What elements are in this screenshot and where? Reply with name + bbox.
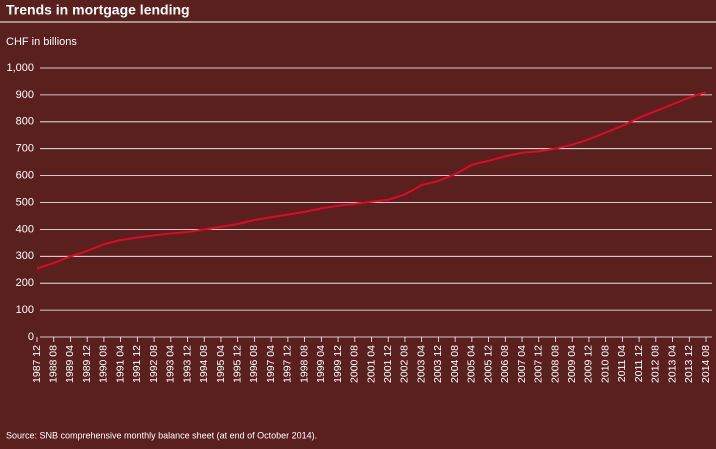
x-tick-label: 2010 08: [599, 345, 611, 383]
x-tick-label: 1995 04: [215, 345, 227, 383]
x-tick-label: 1995 12: [231, 345, 243, 383]
x-tick-label: 2005 04: [466, 345, 478, 383]
y-tick-label: 600: [16, 170, 34, 182]
x-tick-label: 2005 12: [482, 345, 494, 383]
y-tick-label: 1,000: [6, 62, 34, 74]
x-tick-label: 2013 12: [683, 345, 695, 383]
x-tick-label: 2014 08: [700, 345, 712, 383]
x-tick-label: 2008 08: [549, 345, 561, 383]
x-tick-label: 1994 08: [198, 345, 210, 383]
x-tick-label: 2001 04: [365, 345, 377, 383]
x-tick-label: 1996 08: [248, 345, 260, 383]
x-tick-label: 2003 04: [415, 345, 427, 383]
y-tick-label: 500: [16, 196, 34, 208]
x-tick-label: 1999 12: [332, 345, 344, 383]
x-tick-label: 1989 04: [64, 345, 76, 383]
y-tick-label: 0: [28, 331, 34, 343]
x-tick-label: 1998 08: [298, 345, 310, 383]
x-tick-label: 2006 08: [499, 345, 511, 383]
x-tick-label: 2000 08: [349, 345, 361, 383]
x-tick-label: 2009 12: [583, 345, 595, 383]
x-tick-label: 1989 12: [81, 345, 93, 383]
y-tick-label: 300: [16, 250, 34, 262]
x-tick-label: 2011 12: [633, 345, 645, 382]
x-tick-label: 1999 04: [315, 345, 327, 383]
x-tick-label: 2009 04: [566, 345, 578, 383]
x-tick-label: 1993 12: [181, 345, 193, 383]
x-tick-label: 1997 04: [265, 345, 277, 383]
y-tick-label: 700: [16, 143, 34, 155]
x-tick-label: 1987 12: [31, 345, 43, 383]
y-tick-label: 900: [16, 89, 34, 101]
x-tick-label: 2013 04: [666, 345, 678, 383]
data-line: [36, 91, 707, 270]
x-tick-label: 2007 04: [516, 345, 528, 383]
x-tick-label: 1991 04: [114, 345, 126, 383]
x-tick-label: 2003 12: [432, 345, 444, 383]
x-tick-label: 1993 04: [165, 345, 177, 383]
x-tick-label: 1991 12: [131, 345, 143, 383]
chart-title: Trends in mortgage lending: [6, 2, 190, 18]
y-tick-label: 800: [16, 116, 34, 128]
x-tick-label: 1992 08: [148, 345, 160, 383]
x-tick-label: 2007 12: [533, 345, 545, 383]
x-tick-label: 2011 04: [616, 345, 628, 382]
y-tick-label: 400: [16, 223, 34, 235]
y-axis-label: CHF in billions: [6, 36, 77, 48]
source-note: Source: SNB comprehensive monthly balanc…: [6, 430, 317, 440]
x-tick-label: 1988 08: [48, 345, 60, 383]
y-tick-label: 200: [16, 277, 34, 289]
x-tick-label: 1990 08: [98, 345, 110, 383]
x-tick-label: 2002 08: [399, 345, 411, 383]
x-tick-label: 2004 08: [449, 345, 461, 383]
y-tick-label: 100: [16, 304, 34, 316]
x-tick-label: 2012 08: [650, 345, 662, 383]
x-tick-label: 1997 12: [282, 345, 294, 383]
x-tick-label: 2001 12: [382, 345, 394, 383]
